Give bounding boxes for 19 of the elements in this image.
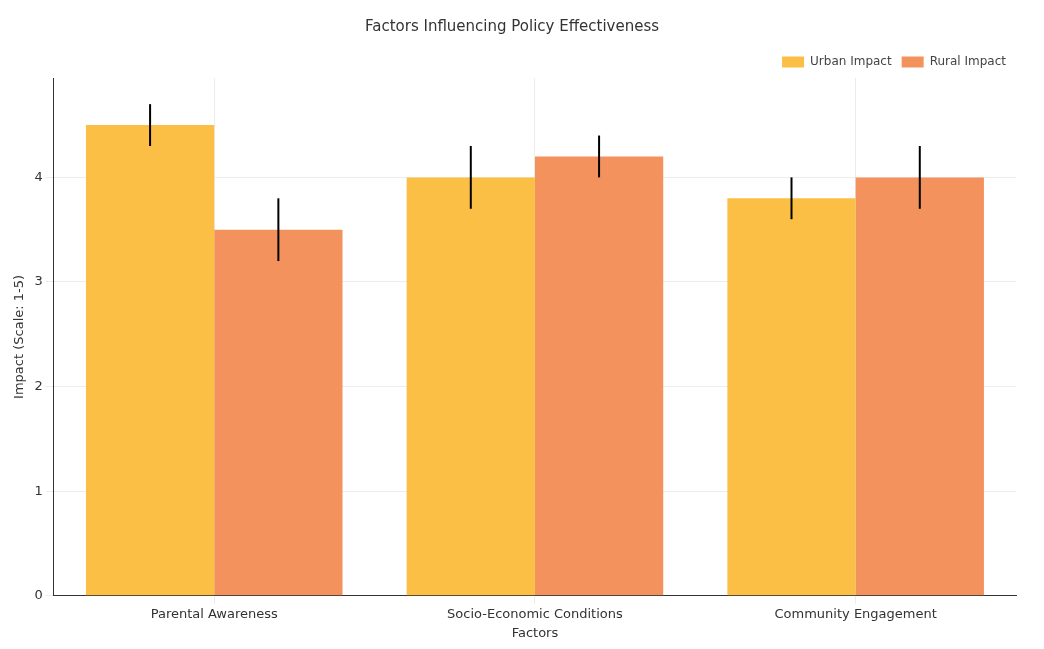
chart-title: Factors Influencing Policy Effectiveness	[364, 16, 660, 35]
y-tick-label: 2	[34, 377, 43, 393]
x-tick-label: Community Engagement	[774, 605, 937, 621]
bar	[534, 156, 664, 596]
bar	[214, 229, 343, 596]
y-tick-label: 4	[34, 168, 43, 184]
y-tick-label: 0	[34, 587, 43, 603]
legend-label: Rural Impact	[929, 54, 1007, 69]
x-tick-label: Socio-Economic Conditions	[447, 605, 624, 621]
y-axis-title: Impact (Scale: 1-5)	[11, 274, 27, 399]
x-tick-label: Parental Awareness	[150, 605, 279, 621]
bar	[855, 177, 984, 596]
bar	[85, 125, 215, 596]
x-axis-title: Factors	[511, 624, 559, 640]
legend-label: Urban Impact	[810, 54, 892, 69]
y-tick-label: 1	[34, 482, 43, 498]
bar	[406, 177, 535, 596]
bar	[727, 198, 856, 596]
y-tick-label: 3	[34, 273, 43, 289]
